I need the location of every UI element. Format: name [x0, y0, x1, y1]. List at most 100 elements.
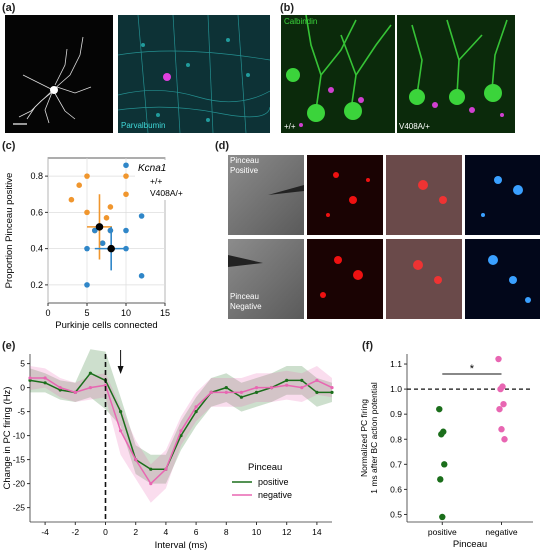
- scatter-point: [107, 204, 114, 210]
- y-tick-label: 0.6: [390, 484, 402, 494]
- calbindin-label: Calbindin: [284, 17, 318, 26]
- y-axis-label: Change in PC firing (Hz): [2, 387, 13, 490]
- scatter-point: [92, 227, 98, 234]
- panel-b-wildtype-image: [281, 15, 395, 133]
- series-marker: [119, 429, 123, 433]
- x-tick-label: 10: [121, 308, 131, 318]
- legend-box: [135, 160, 183, 200]
- series-marker: [43, 376, 47, 380]
- series-marker: [134, 458, 138, 462]
- series-marker: [28, 378, 32, 382]
- strip-point: [496, 405, 503, 413]
- y-tick-label: -5: [17, 407, 25, 417]
- scatter-point: [99, 240, 106, 246]
- scatter-point: [84, 173, 90, 179]
- panel-d-image-grid: [228, 155, 540, 320]
- mutant-genotype-label: V408A/+: [399, 122, 430, 131]
- series-marker: [270, 386, 274, 390]
- x-tick-label: 4: [164, 527, 169, 537]
- legend-entry: negative: [258, 490, 292, 500]
- x-tick-label: 14: [312, 527, 322, 537]
- strip-point: [436, 405, 443, 413]
- parvalbumin-label: Parvalbumin: [121, 121, 166, 130]
- series-marker: [285, 383, 289, 387]
- series-marker: [300, 386, 304, 390]
- y-tick-label: 0.4: [30, 244, 43, 254]
- panel-c-scatter-chart: 0 5 10 15 0.2 0.4 0.6 0.8 Purkinje cells connect…: [4, 157, 183, 330]
- scatter-point: [68, 196, 75, 203]
- strip-point: [437, 476, 444, 483]
- x-tick-label: 0: [45, 308, 50, 318]
- scatter-point: [103, 215, 110, 221]
- panel-b-mutant-image: [397, 15, 515, 133]
- significance-marker: *: [470, 363, 475, 375]
- panel-f-strip-chart: 0.5 0.6 0.7 0.8 0.9 1.0 1.1 positive negative * Pi…: [359, 354, 533, 550]
- series-marker: [254, 386, 259, 390]
- y-tick-label: 1.0: [390, 384, 402, 394]
- series-marker: [224, 390, 228, 394]
- x-tick-label: 0: [103, 527, 108, 537]
- series-marker: [43, 381, 47, 385]
- strip-point: [498, 426, 505, 433]
- pinceau-negative-label-a: Pinceau: [230, 292, 259, 301]
- x-tick-label: 12: [282, 527, 292, 537]
- panel-e-line-chart: -4 -2 0 2 4 6 8 10 12 1450-5-10-15-20-25Interval …: [2, 349, 334, 550]
- series-marker: [239, 390, 243, 394]
- strip-point: [438, 431, 445, 438]
- strip-point: [495, 355, 502, 363]
- y-tick-label: 0.9: [390, 409, 402, 419]
- scatter-point: [84, 209, 90, 216]
- parvalbumin-stain: [118, 15, 270, 133]
- y-tick-label: 0.8: [390, 434, 402, 444]
- series-marker: [58, 386, 62, 390]
- strip-point: [439, 513, 446, 521]
- x-tick-label: 8: [224, 527, 229, 537]
- x-tick-label: 2: [133, 527, 138, 537]
- y-tick-label: 0.8: [30, 171, 43, 181]
- scatter-point: [123, 173, 129, 179]
- y-tick-label: -10: [13, 431, 26, 441]
- group-mean-point: [107, 244, 115, 253]
- series-marker: [179, 429, 183, 433]
- y-tick-label: -15: [13, 455, 26, 465]
- series-marker: [194, 405, 198, 409]
- series-marker: [103, 383, 108, 387]
- y-tick-label: 0.5: [390, 509, 402, 519]
- scatter-point: [84, 282, 90, 288]
- series-marker: [285, 378, 289, 382]
- legend-entry: V408A/+: [150, 188, 183, 198]
- x-tick-label: negative: [485, 527, 517, 537]
- series-marker: [239, 395, 243, 399]
- series-marker: [194, 410, 198, 414]
- x-tick-label: -2: [72, 527, 80, 537]
- scatter-point: [123, 162, 129, 169]
- series-marker: [300, 378, 304, 382]
- strip-point: [441, 461, 448, 468]
- strip-point: [497, 385, 504, 393]
- scatter-point: [84, 245, 90, 252]
- recording-image-grid: [228, 155, 540, 319]
- series-marker: [224, 386, 228, 390]
- panel-a-parvalbumin-image: [118, 15, 270, 133]
- legend-entry: positive: [258, 477, 289, 487]
- strip-point: [501, 436, 508, 443]
- y-tick-label: 1.1: [390, 359, 402, 369]
- panel-b-label: (b): [280, 2, 295, 14]
- filled-neuron-image: [13, 36, 92, 125]
- pinceau-positive-label-b: Positive: [230, 166, 259, 175]
- wildtype-genotype-label: +/+: [284, 122, 296, 131]
- y-tick-label: 0.2: [30, 280, 43, 290]
- series-marker: [254, 390, 259, 394]
- series-marker: [28, 376, 32, 380]
- calbindin-wildtype-stain: [286, 15, 392, 127]
- strip-point: [500, 400, 507, 408]
- x-axis-label: Interval (ms): [155, 540, 208, 550]
- x-tick-label: 10: [252, 527, 262, 537]
- series-marker: [58, 388, 62, 392]
- scatter-point: [138, 213, 145, 219]
- x-tick-label: 5: [84, 308, 89, 318]
- series-marker: [209, 390, 213, 394]
- series-marker: [149, 482, 153, 486]
- y-tick-label: 5: [20, 359, 25, 369]
- y-tick-label: 0.6: [30, 207, 43, 217]
